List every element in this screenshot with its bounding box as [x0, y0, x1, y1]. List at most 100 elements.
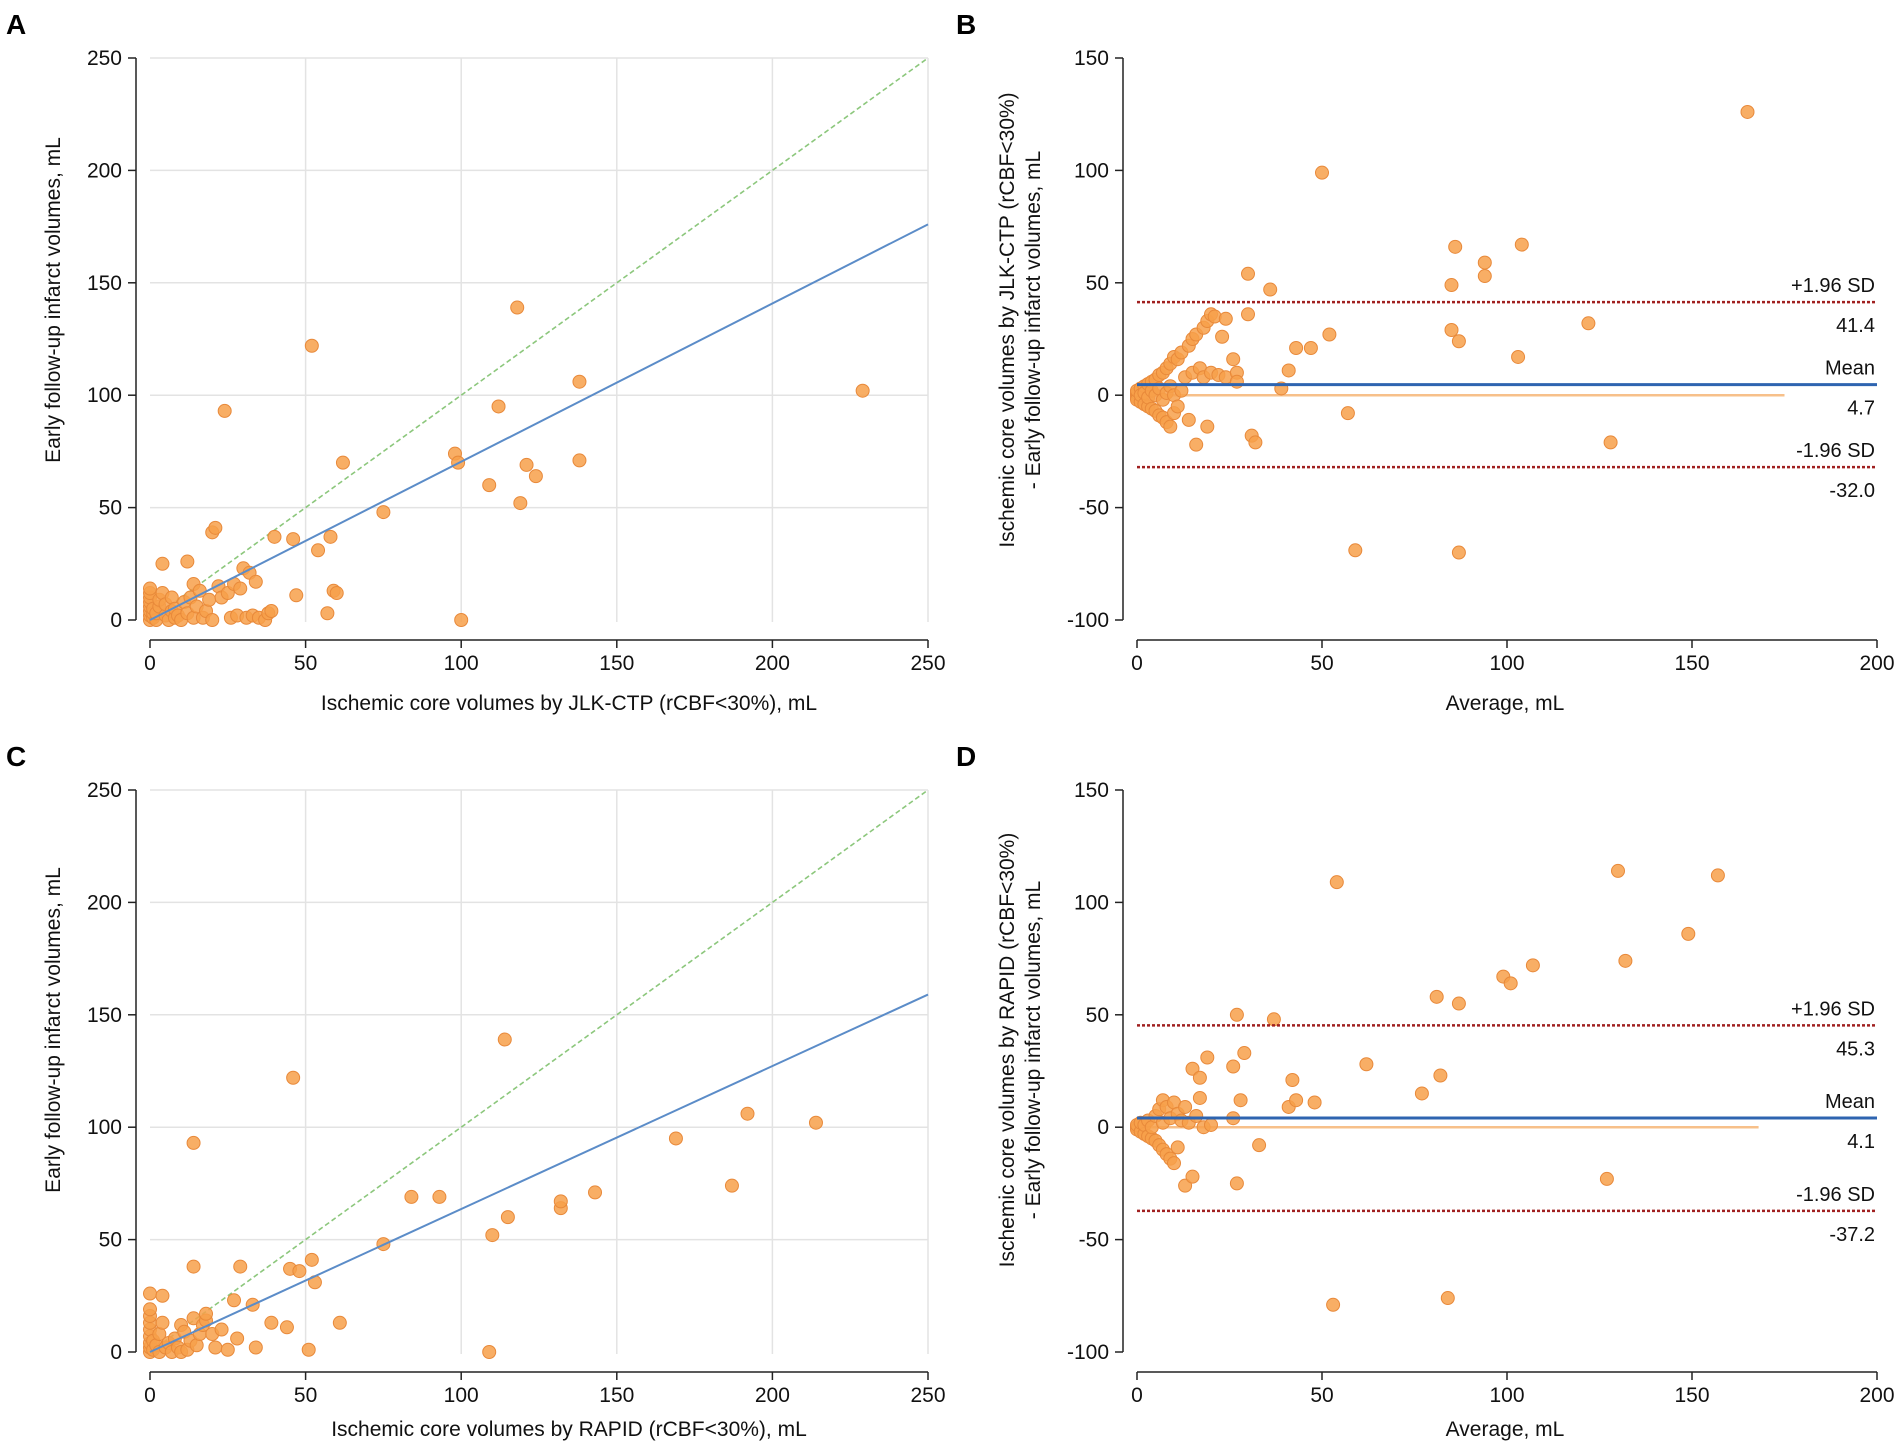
panel-letter-b: B	[956, 9, 976, 40]
panel-a-y-tick-label: 50	[99, 497, 122, 520]
panel-d-data-point	[1359, 1057, 1374, 1072]
panel-a-x-tick-label: 0	[144, 652, 156, 675]
panel-b-x-tick-label: 50	[1310, 652, 1333, 675]
panel-b-data-point	[1303, 340, 1318, 355]
panel-b-data-point	[1514, 237, 1529, 252]
panel-c-x-tick-label: 250	[910, 1384, 945, 1407]
panel-b-data-point	[1181, 412, 1196, 427]
panel-d-data-point	[1178, 1178, 1193, 1193]
panel-a-x-tick-label: 50	[294, 652, 317, 675]
panel-a-data-point	[528, 469, 543, 484]
panel-d-lower-label: -1.96 SD	[1796, 1184, 1875, 1206]
panel-d-data-point	[1170, 1140, 1185, 1155]
panel-b-mean-value: 4.7	[1847, 398, 1875, 420]
panel-c-y-tick-label: 50	[99, 1229, 122, 1252]
panel-b-data-point	[1477, 255, 1492, 270]
panel-d-data-point	[1599, 1171, 1614, 1186]
panel-c-data-point	[808, 1115, 823, 1130]
panel-c-x-tick-label: 100	[444, 1384, 479, 1407]
panel-b-upper-label: +1.96 SD	[1791, 275, 1875, 297]
panel-a-data-point	[510, 300, 525, 315]
panel-b-data-point	[1241, 307, 1255, 322]
panel-d-data-point	[1433, 1068, 1448, 1083]
panel-b-y-axis-title-line1: Ischemic core volumes by JLK-CTP (rCBF<3…	[996, 92, 1019, 547]
panel-c-data-point	[227, 1293, 242, 1308]
panel-c-regression-line	[149, 993, 929, 1353]
panel-d-data-point	[1525, 958, 1540, 973]
panel-a-data-point	[304, 338, 319, 353]
panel-c-data-point	[500, 1210, 515, 1225]
panel-letter-d: D	[956, 741, 976, 772]
panel-b-data-point	[1189, 437, 1204, 452]
panel-d-data-point	[1189, 1108, 1204, 1123]
panel-a-data-point	[572, 374, 587, 389]
panel-b-x-tick-label: 200	[1859, 652, 1894, 675]
panel-b-x-tick-label: 0	[1131, 652, 1143, 675]
panel-c-data-point	[482, 1345, 497, 1359]
panel-c-x-tick-label: 150	[599, 1384, 634, 1407]
panel-c-data-point	[233, 1259, 248, 1274]
panel-c-x-tick-label: 200	[755, 1384, 790, 1407]
panel-d-data-point	[1233, 1093, 1248, 1108]
panel-b-upper-value: 41.4	[1836, 315, 1875, 337]
panel-d-data-point	[1204, 1117, 1218, 1132]
panel-b-y-axis-title-line2: - Early follow-up infarct volumes, mL	[1022, 151, 1045, 489]
panel-c-data-point	[143, 1302, 157, 1317]
panel-d-y-tick-label: 0	[1097, 1116, 1109, 1139]
panel-b-y-tick-label: 0	[1097, 384, 1109, 407]
panel-d-data-point	[1440, 1291, 1455, 1306]
panel-a-y-tick-label: 0	[110, 609, 122, 632]
panel-b-data-point	[1170, 399, 1185, 414]
panel-c-data-point	[304, 1252, 319, 1267]
panel-d-data-point	[1611, 863, 1625, 878]
panel-d-data-point	[1414, 1086, 1429, 1101]
panel-a-x-axis-title: Ischemic core volumes by JLK-CTP (rCBF<3…	[321, 692, 817, 715]
panel-d-x-tick-label: 150	[1674, 1384, 1709, 1407]
panel-b-data-point	[1451, 545, 1466, 560]
panel-c-data-point	[332, 1315, 347, 1330]
panel-c-data-point	[588, 1185, 603, 1200]
panel-b-data-point	[1281, 363, 1296, 378]
panel-c-data-point	[248, 1340, 263, 1355]
panel-c-x-tick-label: 0	[144, 1384, 156, 1407]
panel-c-y-axis-title: Early follow-up infarct volumes, mL	[42, 867, 65, 1193]
panel-d-y-axis-title-line1: Ischemic core volumes by RAPID (rCBF<30%…	[996, 833, 1019, 1268]
panel-d-data-point	[1252, 1138, 1267, 1153]
panel-b-data-point	[1448, 239, 1463, 254]
panel-d-data-point	[1503, 976, 1518, 991]
panel-a-data-point	[208, 520, 223, 535]
panel-d-mean-label: Mean	[1825, 1091, 1875, 1113]
panel-c-data-point	[553, 1194, 568, 1209]
panel-c-data-point	[279, 1320, 294, 1335]
panel-c-data-point	[143, 1286, 157, 1301]
panel-c-data-point	[155, 1288, 170, 1303]
panel-c-data-point	[292, 1264, 307, 1279]
panel-b-data-point	[1322, 327, 1337, 342]
panel-a-data-point	[217, 403, 232, 418]
panel-a-data-point	[233, 581, 248, 596]
panel-b-bland-altman-jlk: 0 50 100 150 200 -100 -50 0 50 100 150 +1.96 SD 41.4…	[956, 9, 1895, 715]
panel-b-data-point	[1241, 266, 1255, 281]
panel-b-data-point	[1603, 435, 1618, 450]
panel-a-scatter-jlk: 0 50 100 150 200 250 0 50 100 150 200 250 A Ischemi…	[6, 9, 946, 715]
panel-c-data-point	[208, 1340, 223, 1355]
panel-a-plot-layer: 0 50 100 150 200 250 0 50 100 150 200 250	[87, 47, 946, 675]
panel-b-x-axis-title: Average, mL	[1446, 692, 1565, 715]
panel-a-data-point	[311, 543, 326, 558]
panel-d-data-point	[1285, 1072, 1300, 1087]
panel-a-data-point	[143, 581, 157, 596]
panel-c-data-point	[432, 1189, 447, 1204]
panel-a-x-tick-label: 100	[444, 652, 479, 675]
panel-a-data-point	[323, 529, 338, 544]
panel-b-data-point	[1477, 269, 1492, 284]
panel-d-y-tick-label: 150	[1074, 779, 1109, 802]
panel-c-data-point	[301, 1342, 316, 1357]
panel-d-data-point	[1307, 1095, 1322, 1110]
panel-d-data-point	[1229, 1007, 1244, 1022]
panel-d-data-point	[1289, 1093, 1304, 1108]
panel-d-x-axis-title: Average, mL	[1446, 1418, 1565, 1441]
panel-a-y-tick-label: 150	[87, 272, 122, 295]
panel-c-data-point	[230, 1331, 245, 1346]
panel-b-data-point	[1215, 329, 1230, 344]
